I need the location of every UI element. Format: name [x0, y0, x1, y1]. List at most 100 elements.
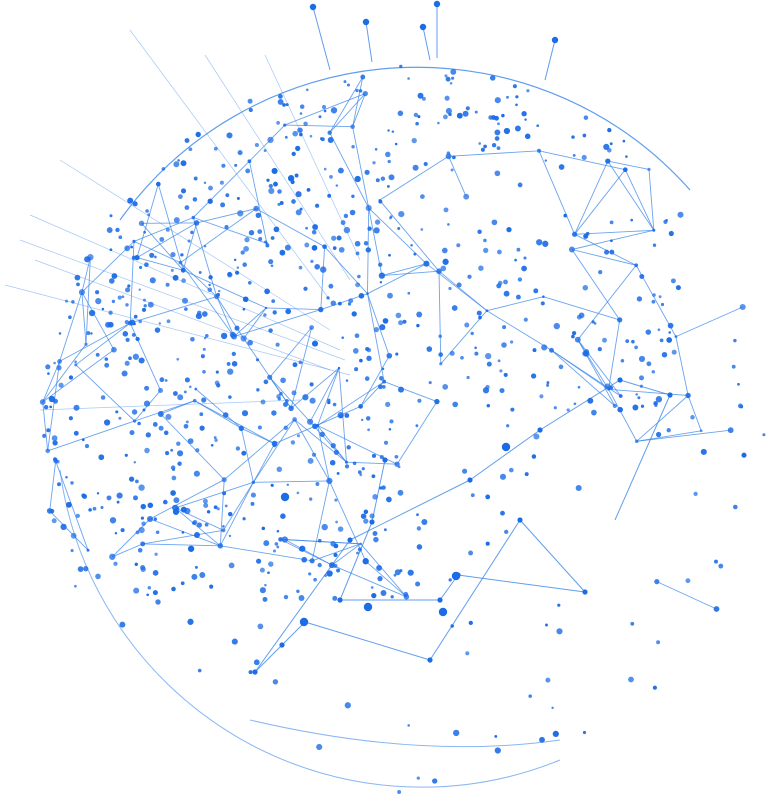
network-node — [172, 274, 179, 281]
network-node — [542, 295, 545, 298]
network-link — [396, 401, 438, 465]
network-node — [109, 214, 113, 218]
network-node — [162, 499, 168, 505]
network-node — [739, 303, 746, 311]
network-link — [157, 183, 184, 271]
network-node — [572, 154, 576, 157]
network-node — [177, 461, 182, 466]
network-node — [183, 390, 187, 394]
network-node — [170, 252, 176, 258]
network-link — [381, 263, 427, 277]
network-node — [341, 336, 344, 339]
network-node — [201, 311, 208, 317]
network-node — [369, 513, 375, 519]
network-node — [321, 104, 327, 110]
network-node — [184, 377, 190, 383]
network-link — [577, 339, 616, 407]
globe-rim-top — [119, 66, 691, 221]
network-link — [543, 296, 620, 321]
network-node — [337, 597, 343, 603]
network-node — [271, 410, 277, 416]
network-node — [571, 334, 575, 339]
network-node — [417, 398, 422, 403]
network-node — [78, 289, 85, 296]
network-node — [122, 331, 129, 337]
network-node — [178, 260, 183, 265]
network-node — [117, 295, 122, 300]
network-link — [608, 388, 689, 396]
network-node — [631, 339, 635, 344]
network-node — [257, 229, 263, 234]
network-node — [52, 440, 58, 446]
network-node — [46, 508, 53, 514]
network-node — [277, 98, 284, 105]
network-link — [339, 521, 373, 601]
network-node — [194, 565, 198, 569]
network-node — [365, 416, 371, 421]
network-node — [128, 476, 135, 482]
network-node — [503, 127, 510, 135]
network-node — [455, 572, 461, 578]
network-node — [602, 337, 607, 343]
network-node — [180, 581, 185, 586]
network-node — [305, 226, 308, 230]
network-node — [517, 517, 523, 523]
network-node — [609, 249, 615, 255]
network-node — [171, 586, 176, 592]
network-node — [158, 425, 164, 431]
network-node — [128, 356, 132, 361]
network-node — [276, 121, 280, 125]
network-node — [185, 420, 189, 424]
network-node — [202, 498, 208, 504]
network-node — [637, 396, 641, 400]
network-node — [217, 289, 221, 293]
network-node — [213, 146, 218, 151]
network-link — [675, 336, 689, 396]
network-node — [668, 230, 674, 237]
network-node — [70, 481, 74, 485]
network-node — [468, 620, 473, 626]
network-node — [165, 227, 170, 232]
network-node — [540, 301, 545, 306]
network-node — [132, 239, 136, 243]
network-node — [134, 254, 140, 261]
network-node — [143, 304, 147, 308]
network-link — [317, 381, 385, 426]
network-link — [448, 150, 540, 157]
network-node — [139, 265, 143, 270]
network-node — [154, 327, 161, 333]
network-node — [506, 95, 509, 99]
network-node — [530, 373, 537, 379]
network-node — [639, 375, 644, 381]
network-node — [366, 292, 369, 296]
network-node — [141, 521, 146, 526]
network-node — [700, 448, 707, 455]
network-node — [524, 133, 531, 140]
network-node — [221, 163, 226, 168]
network-node — [227, 368, 234, 375]
network-node — [154, 552, 158, 556]
network-node — [296, 491, 300, 495]
network-node — [100, 395, 106, 400]
network-node — [180, 188, 187, 194]
network-node — [563, 213, 568, 218]
network-node — [284, 244, 291, 251]
network-node — [335, 184, 339, 187]
network-node — [393, 573, 397, 577]
network-node — [263, 379, 269, 385]
network-node — [161, 167, 166, 171]
network-node — [133, 314, 138, 319]
network-node — [306, 418, 314, 425]
network-node — [268, 561, 274, 567]
network-node — [346, 445, 351, 450]
network-node — [159, 236, 165, 242]
network-node — [259, 587, 266, 594]
network-link — [192, 160, 250, 218]
network-link — [426, 263, 488, 312]
network-node — [124, 360, 130, 366]
network-node — [587, 397, 594, 404]
network-node — [397, 790, 402, 794]
network-node — [329, 459, 336, 466]
network-node — [483, 238, 487, 243]
network-link — [614, 394, 671, 521]
